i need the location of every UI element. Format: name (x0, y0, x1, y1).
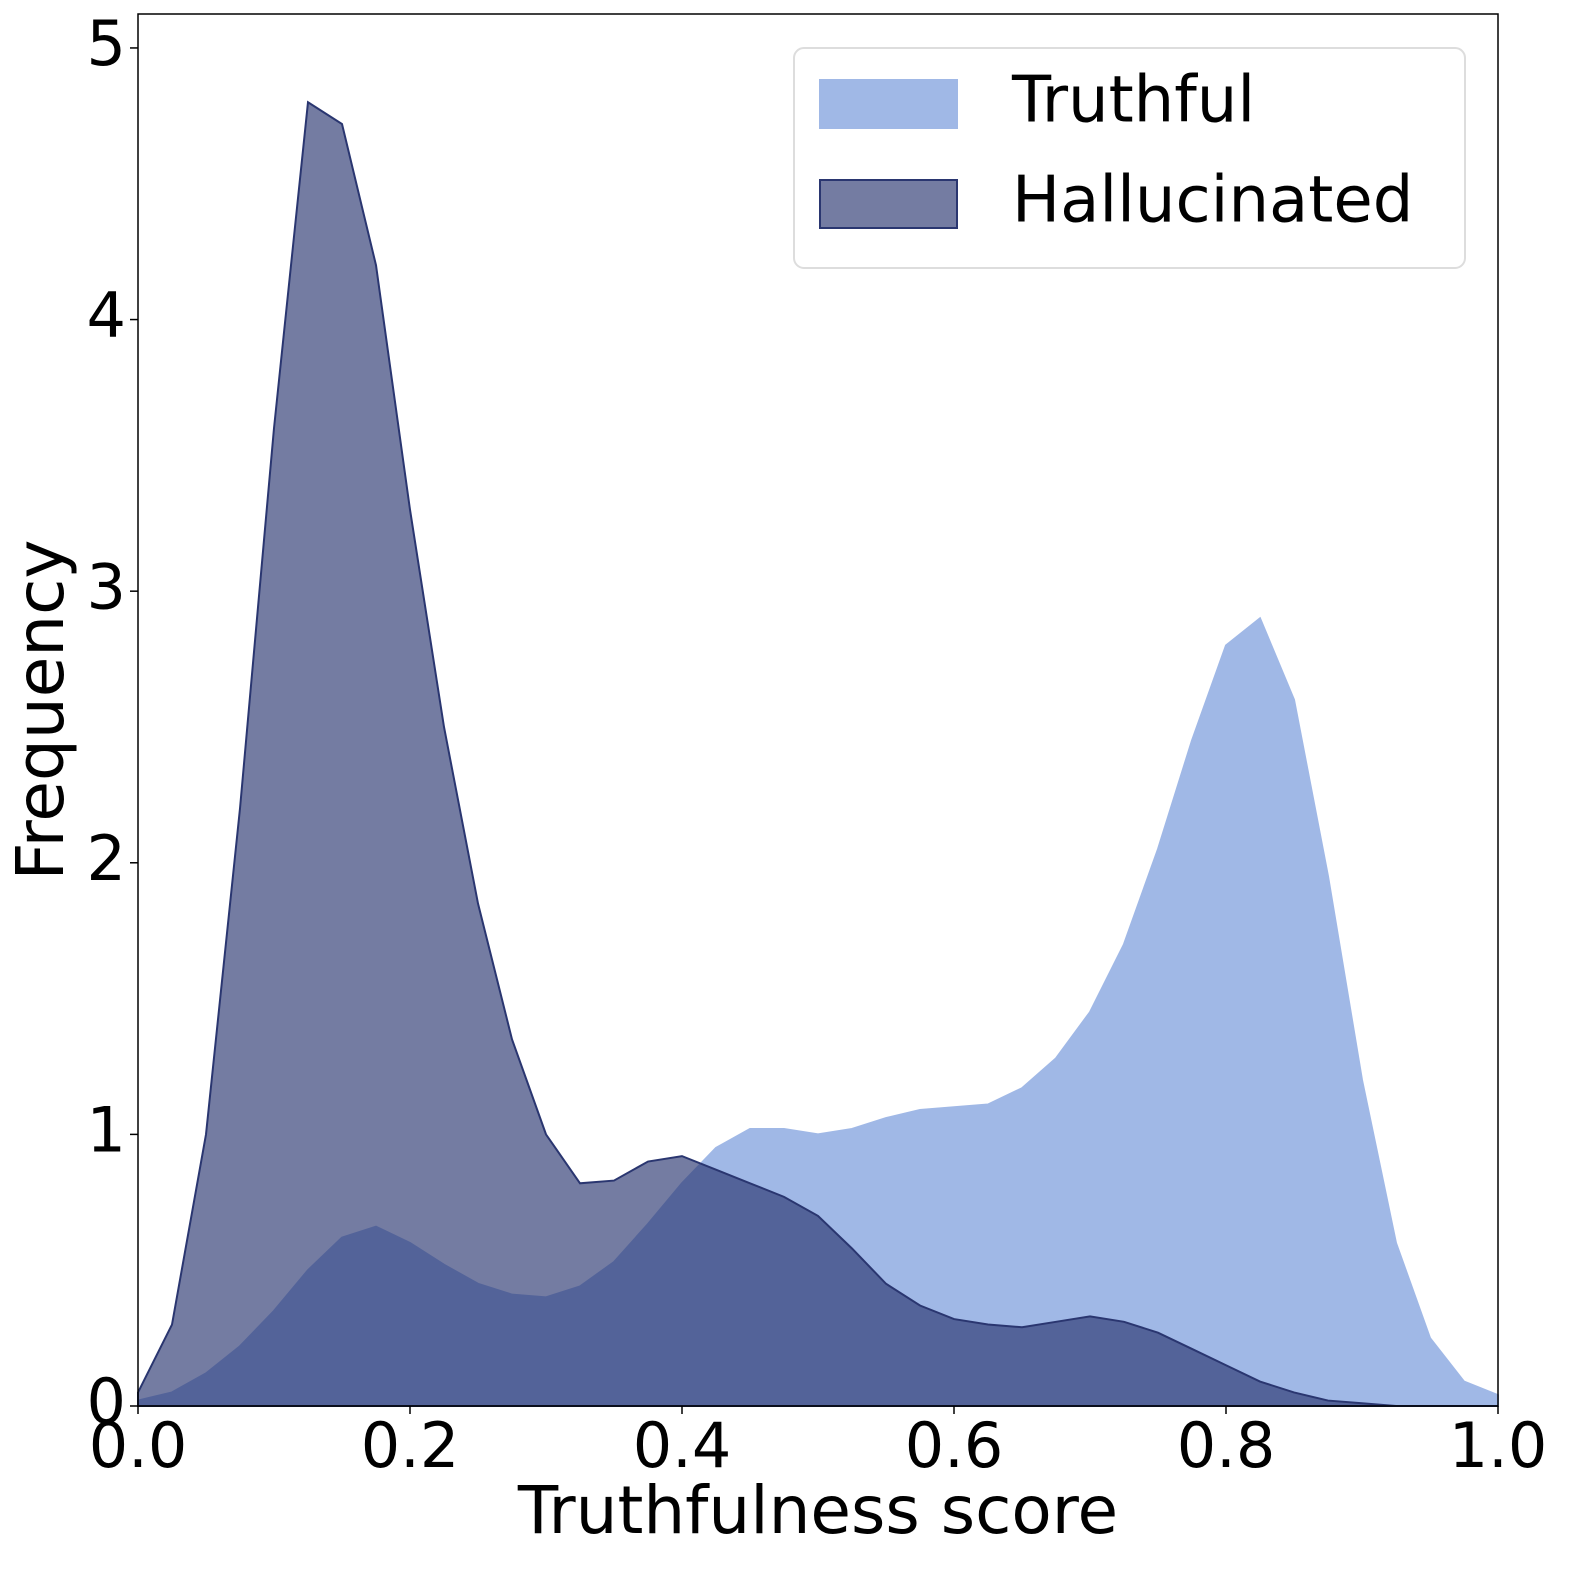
x-tick-label: 0.0 (89, 1409, 188, 1482)
legend-box (793, 47, 1466, 269)
legend-swatch (819, 79, 958, 129)
y-tick-label: 5 (87, 7, 126, 80)
y-tick-label: 3 (87, 550, 126, 623)
y-axis-label: Frequency (2, 540, 79, 881)
plot-frame (137, 13, 1499, 1407)
x-tick-label: 0.4 (633, 1409, 732, 1482)
y-tick-label: 1 (87, 1093, 126, 1166)
density-area (137, 100, 1498, 1407)
legend-swatch (819, 179, 958, 229)
y-tick-label: 4 (87, 279, 126, 352)
x-axis-label: Truthfulness score (517, 1472, 1118, 1549)
legend-label: Hallucinated (1012, 164, 1413, 238)
x-tick-label: 0.2 (361, 1409, 460, 1482)
x-tick-label: 1.0 (1449, 1409, 1548, 1482)
y-tick-label: 2 (87, 822, 126, 895)
legend-label: Truthful (1011, 64, 1255, 138)
y-tick-label: 0 (87, 1365, 126, 1438)
x-tick-label: 0.6 (905, 1409, 1004, 1482)
x-tick-label: 0.8 (1177, 1409, 1276, 1482)
